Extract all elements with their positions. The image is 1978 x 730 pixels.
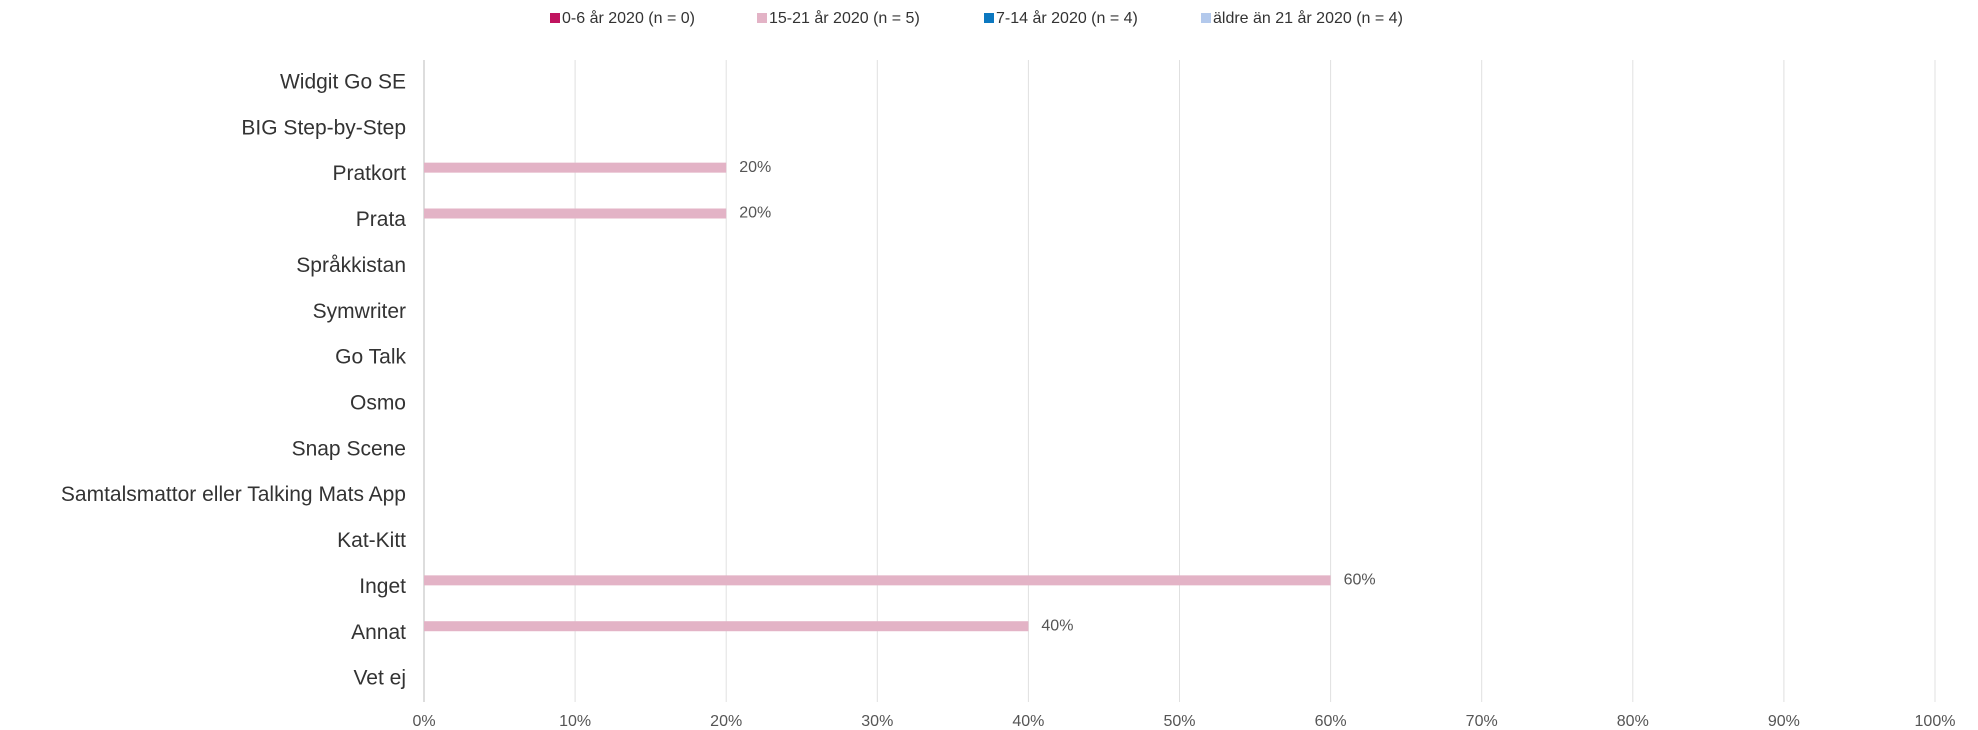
x-tick-label: 40% <box>1012 713 1044 730</box>
legend-label: äldre än 21 år 2020 (n = 4) <box>1213 9 1403 27</box>
value-label: 20% <box>739 159 771 176</box>
category-label: Widgit Go SE <box>280 70 406 93</box>
value-label: 60% <box>1344 572 1376 589</box>
category-label: Symwriter <box>313 300 406 323</box>
x-tick-label: 10% <box>559 713 591 730</box>
category-label: Snap Scene <box>292 437 406 460</box>
x-tick-label: 70% <box>1466 713 1498 730</box>
legend-label: 15-21 år 2020 (n = 5) <box>769 9 920 27</box>
legend-marker <box>1201 13 1211 23</box>
value-label: 40% <box>1041 617 1073 634</box>
bar <box>424 621 1029 632</box>
x-tick-label: 50% <box>1163 713 1195 730</box>
category-label: Språkkistan <box>296 254 406 277</box>
x-tick-label: 0% <box>412 713 435 730</box>
x-tick-label: 80% <box>1617 713 1649 730</box>
value-label: 20% <box>739 205 771 222</box>
x-tick-label: 90% <box>1768 713 1800 730</box>
legend-marker <box>550 13 560 23</box>
category-label: Samtalsmattor eller Talking Mats App <box>61 483 406 506</box>
x-tick-label: 100% <box>1915 713 1956 730</box>
category-label: Prata <box>356 208 407 231</box>
legend-marker <box>984 13 994 23</box>
category-label: Kat-Kitt <box>337 529 406 552</box>
category-label: Annat <box>351 621 406 644</box>
category-label: Vet ej <box>353 667 406 690</box>
category-label: BIG Step-by-Step <box>241 116 406 139</box>
category-label: Pratkort <box>332 162 406 185</box>
legend-label: 7-14 år 2020 (n = 4) <box>996 9 1138 27</box>
x-tick-label: 30% <box>861 713 893 730</box>
bar <box>424 575 1331 586</box>
x-tick-label: 60% <box>1315 713 1347 730</box>
bar <box>424 208 727 219</box>
category-label: Inget <box>359 575 406 598</box>
legend-marker <box>757 13 767 23</box>
category-label: Go Talk <box>335 346 406 369</box>
legend-label: 0-6 år 2020 (n = 0) <box>562 9 695 27</box>
bar <box>424 162 727 173</box>
x-tick-label: 20% <box>710 713 742 730</box>
category-label: Osmo <box>350 391 406 414</box>
